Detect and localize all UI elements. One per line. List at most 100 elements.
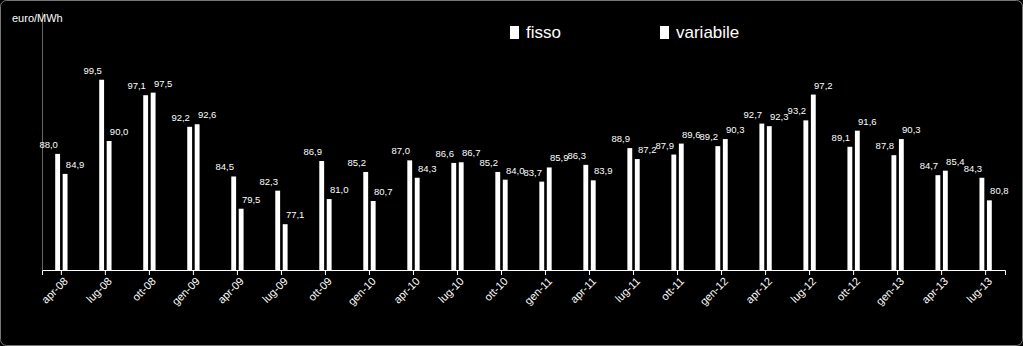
bar	[591, 180, 596, 270]
tick: lug-11	[613, 270, 643, 304]
tick: gen-13	[874, 270, 907, 308]
tick: lug-10	[436, 270, 466, 305]
data-label: 90,3	[726, 124, 745, 135]
tick-label: lug-12	[788, 275, 818, 305]
tick-label: apr-12	[743, 275, 774, 306]
data-label: 91,6	[858, 116, 877, 127]
legend-item: variabile	[660, 23, 739, 42]
bar	[715, 146, 720, 270]
tick: apr-11	[568, 270, 598, 305]
bar	[855, 131, 860, 270]
tick-mark	[193, 270, 194, 275]
data-label: 86,6	[435, 148, 454, 159]
bar	[407, 160, 412, 270]
tick-label: lug-09	[260, 275, 290, 305]
tick-mark	[281, 270, 282, 275]
bar	[363, 172, 368, 270]
bar	[55, 154, 60, 270]
bar	[195, 124, 200, 270]
tick: gen-10	[345, 270, 378, 308]
data-label: 87,8	[876, 140, 895, 151]
tick-label: ott-11	[658, 275, 686, 303]
bar	[275, 191, 280, 270]
tick: ott-10	[482, 270, 510, 303]
data-label: 84,3	[418, 163, 437, 174]
bar	[547, 167, 552, 270]
bar	[767, 126, 772, 270]
data-label: 86,7	[462, 147, 481, 158]
tick-label: gen-12	[697, 275, 730, 308]
data-label: 84,7	[920, 160, 939, 171]
bar	[283, 224, 288, 270]
tick: ott-08	[130, 270, 158, 303]
tick-mark	[633, 270, 634, 275]
chart: 88,099,597,192,284,582,386,985,287,086,6…	[0, 0, 1023, 346]
data-label: 89,6	[682, 129, 701, 140]
bar	[415, 178, 420, 270]
data-label: 90,3	[902, 124, 921, 135]
bar	[627, 148, 632, 270]
bars	[55, 80, 992, 270]
bar	[899, 139, 904, 270]
tick: apr-08	[39, 270, 70, 306]
bar	[671, 155, 676, 270]
data-labels: 88,099,597,192,284,582,386,985,287,086,6…	[39, 65, 1008, 220]
data-label: 88,0	[39, 139, 58, 150]
bar	[979, 178, 984, 270]
bar	[723, 139, 728, 270]
bar	[803, 120, 808, 270]
tick-mark	[413, 270, 414, 275]
tick-label: ott-10	[482, 275, 510, 303]
tick-label: lug-10	[436, 275, 466, 305]
tick-label: lug-11	[613, 275, 643, 305]
data-label: 80,8	[990, 185, 1009, 196]
data-label: 90,0	[110, 126, 129, 137]
tick-mark	[853, 270, 854, 275]
tick: apr-09	[215, 270, 246, 306]
bar	[943, 171, 948, 270]
tick-label: apr-08	[39, 275, 70, 306]
tick: apr-13	[919, 270, 950, 306]
tick: gen-09	[169, 270, 202, 308]
data-label: 89,2	[700, 131, 719, 142]
bar	[239, 209, 244, 270]
bar	[679, 144, 684, 270]
data-label: 97,5	[154, 78, 173, 89]
bar	[151, 93, 156, 270]
tick: apr-12	[743, 270, 774, 306]
legend-label: variabile	[676, 23, 739, 42]
bar	[503, 180, 508, 270]
data-label: 97,2	[814, 80, 833, 91]
bar	[187, 127, 192, 270]
data-label: 92,7	[744, 109, 763, 120]
data-label: 85,4	[946, 156, 965, 167]
tick-label: apr-13	[919, 275, 950, 306]
bar	[231, 176, 236, 270]
data-label: 92,6	[198, 109, 217, 120]
data-label: 86,9	[303, 146, 322, 157]
tick-label: gen-13	[874, 275, 907, 308]
bar	[495, 172, 500, 270]
bar	[987, 200, 992, 270]
data-label: 92,3	[770, 111, 789, 122]
tick: lug-09	[260, 270, 290, 305]
tick: lug-12	[788, 270, 818, 305]
bar	[143, 95, 148, 270]
tick-mark	[677, 270, 678, 275]
bar	[583, 165, 588, 270]
tick-label: gen-09	[169, 275, 202, 308]
legend-item: fisso	[510, 23, 561, 42]
x-axis-line	[43, 271, 1006, 276]
data-label: 84,0	[506, 165, 525, 176]
legend-swatch	[510, 26, 519, 39]
bar	[63, 174, 68, 270]
data-label: 85,2	[347, 157, 366, 168]
legend-swatch	[660, 26, 669, 39]
tick-mark	[325, 270, 326, 275]
data-label: 77,1	[286, 209, 305, 220]
bar	[107, 141, 112, 270]
bar	[635, 159, 640, 270]
tick-mark	[545, 270, 546, 275]
tick: lug-13	[964, 270, 994, 305]
tick-label: ott-09	[306, 275, 334, 303]
